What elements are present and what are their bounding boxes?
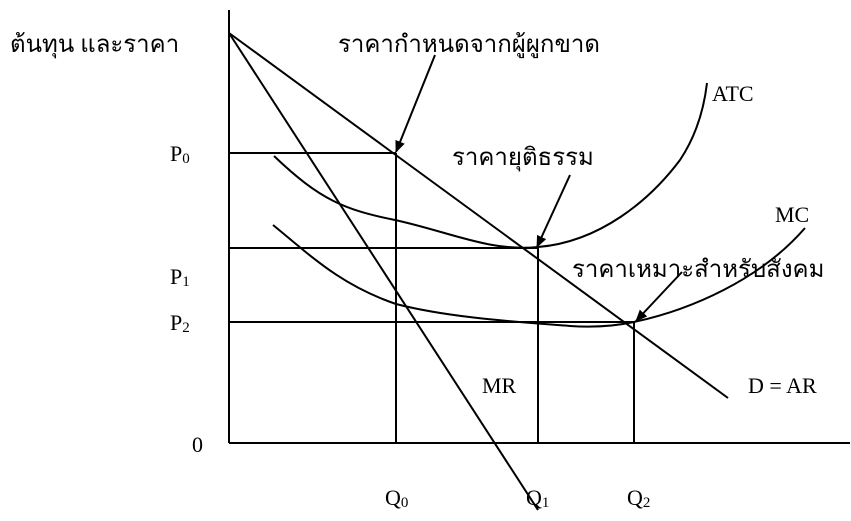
- social-price-arrow: [635, 271, 683, 322]
- demand-curve: [228, 32, 729, 399]
- fair-price-arrow: [536, 174, 571, 248]
- social-price-label: ราคาเหมาะสำหรับสังคม: [572, 257, 824, 283]
- fair-price-label: ราคายุติธรรม: [452, 145, 594, 172]
- price-label-p2: P2: [170, 310, 190, 336]
- origin-label: 0: [192, 432, 203, 457]
- quantity-label-q1: Q1: [526, 485, 549, 511]
- monopoly-price-arrow: [395, 54, 436, 153]
- atc-label: ATC: [712, 81, 754, 106]
- quantity-label-q0: Q0: [385, 485, 408, 511]
- demand-label: D = AR: [748, 373, 817, 398]
- monopoly-price-label: ราคากำหนดจากผู้ผูกขาด: [338, 32, 600, 59]
- mc-label: MC: [775, 202, 809, 227]
- mc-curve: [272, 224, 806, 328]
- mr-label: MR: [482, 373, 517, 398]
- y-axis-label: ต้นทุน และราคา: [10, 32, 179, 59]
- price-label-p0: P0: [170, 141, 190, 167]
- marginal-revenue-curve: [228, 32, 539, 511]
- price-label-p1: P1: [170, 264, 190, 290]
- quantity-label-q2: Q2: [627, 485, 650, 511]
